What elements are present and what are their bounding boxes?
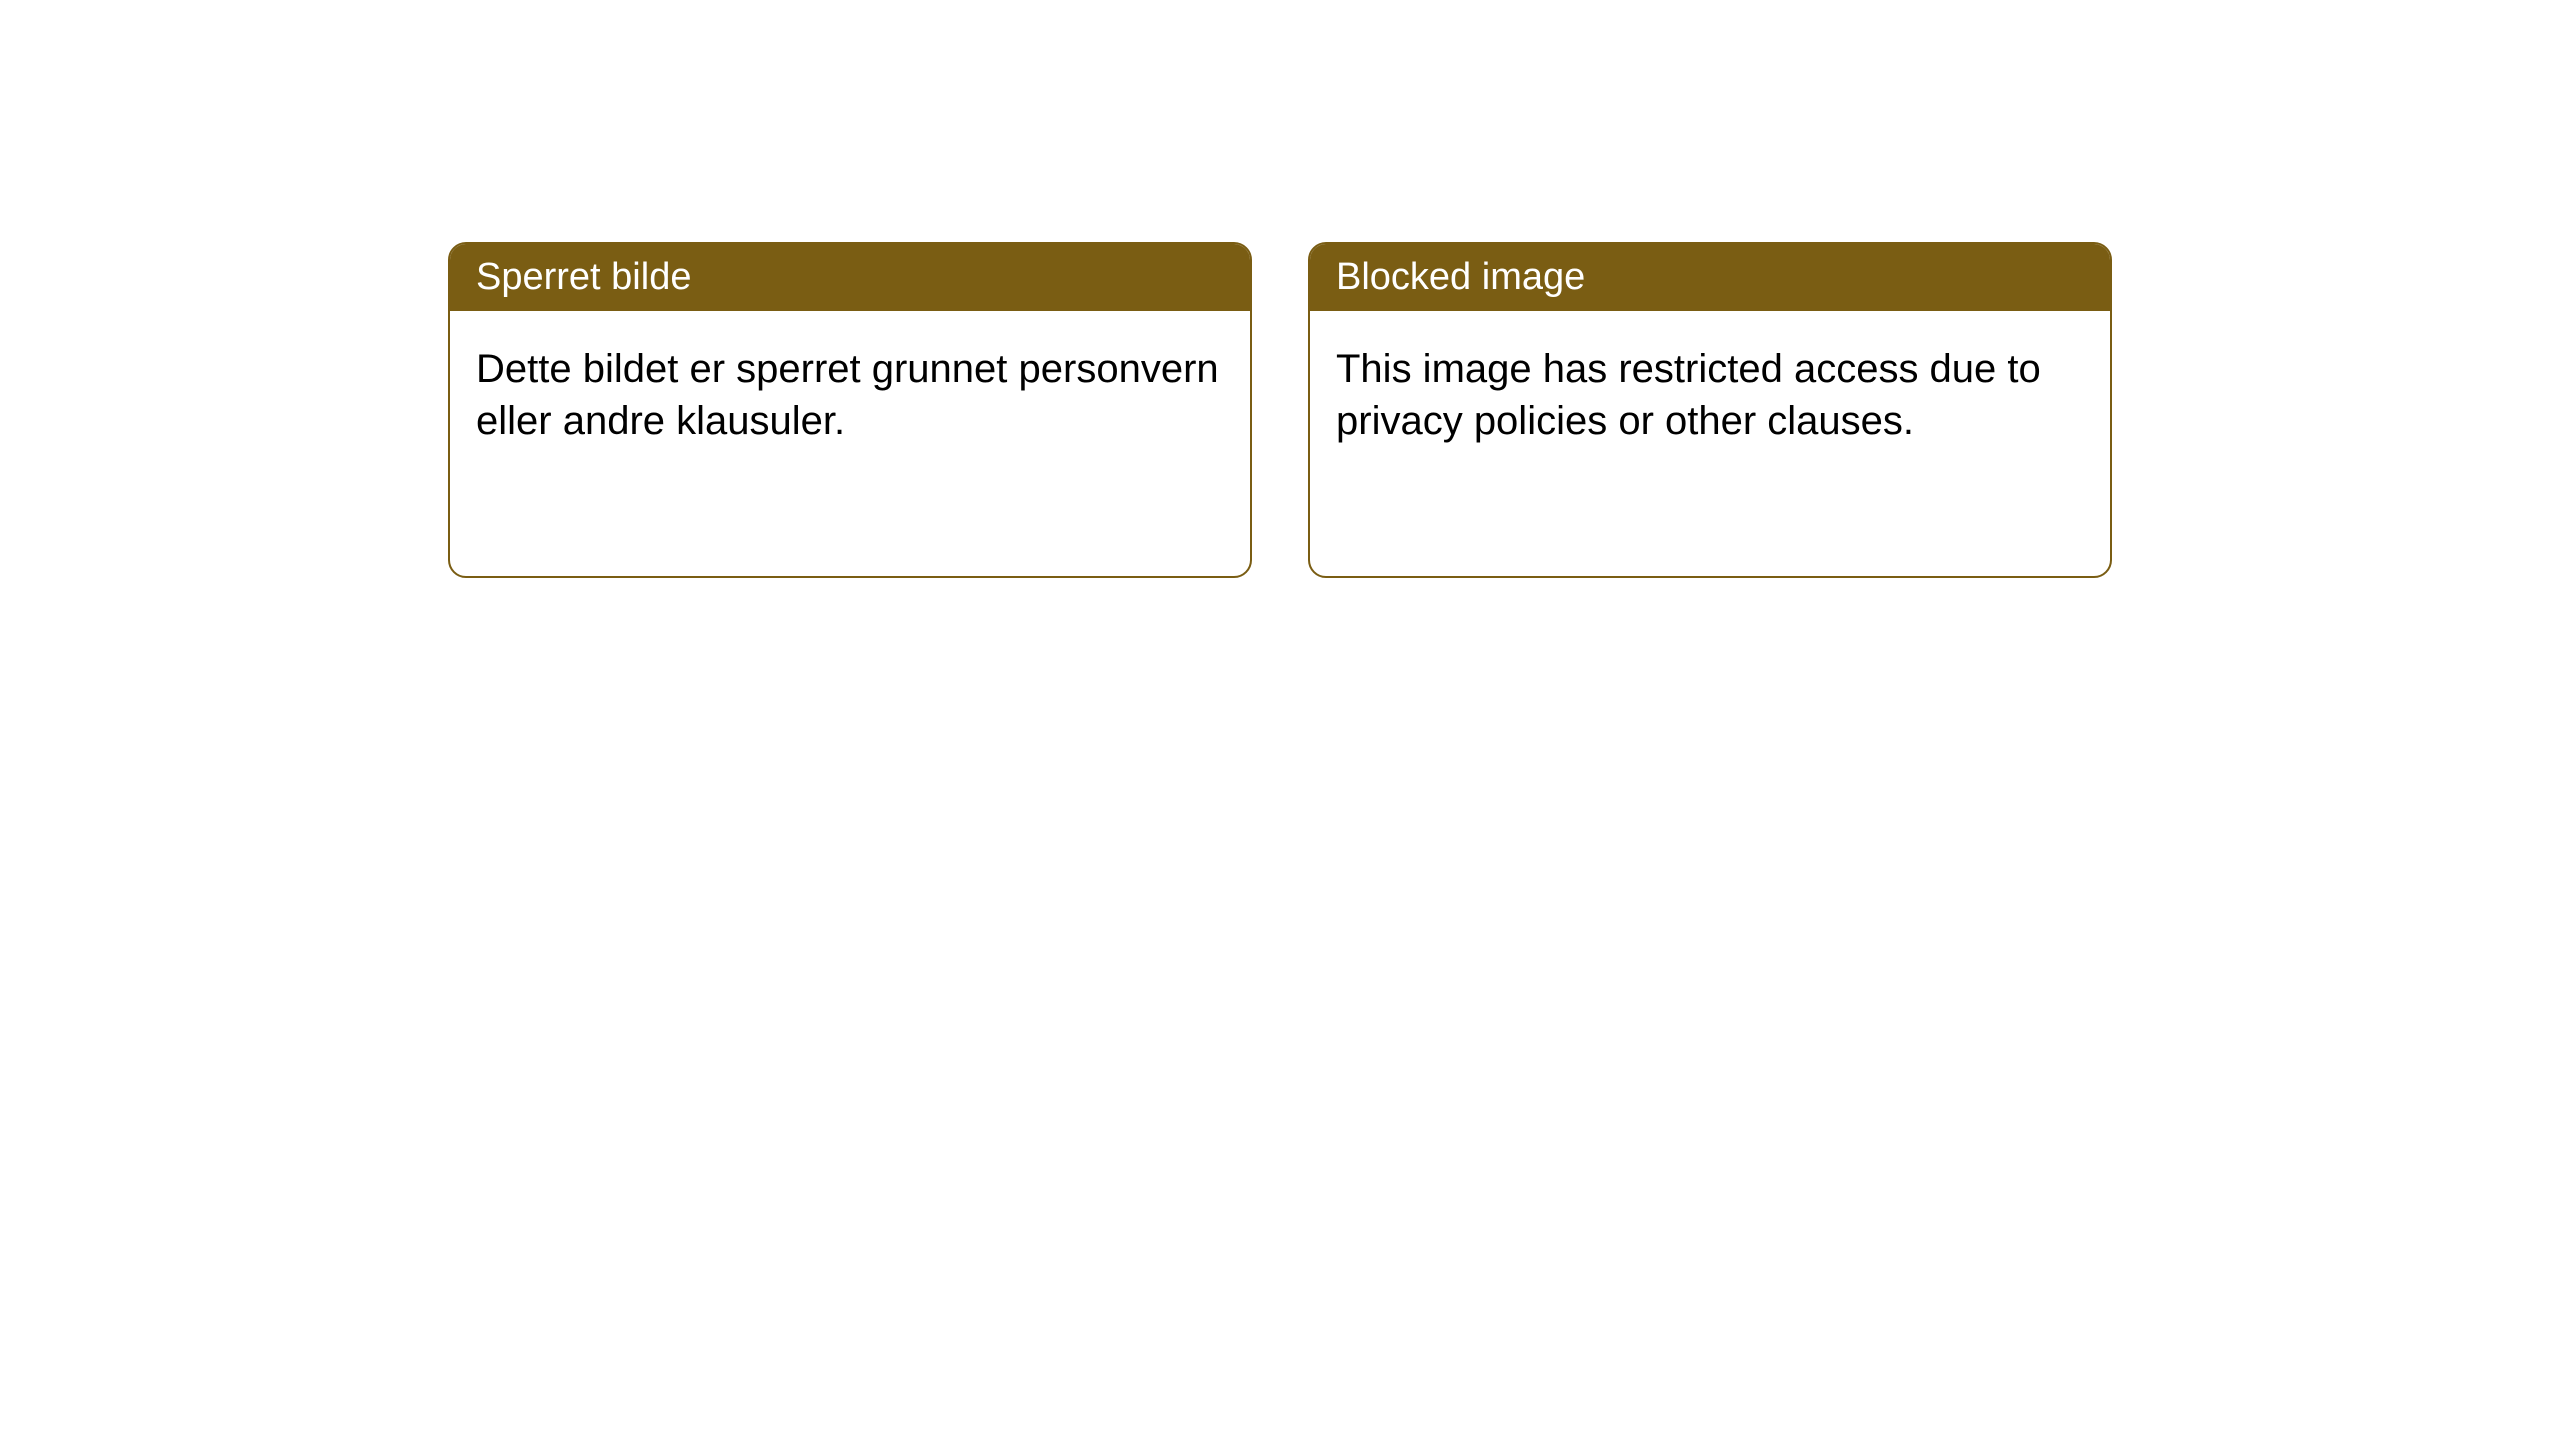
notice-card-english: Blocked image This image has restricted …	[1308, 242, 2112, 578]
notice-header-text: Blocked image	[1336, 256, 1585, 298]
notice-body-text: This image has restricted access due to …	[1336, 347, 2041, 443]
notice-body: Dette bildet er sperret grunnet personve…	[450, 311, 1250, 479]
notice-header: Sperret bilde	[450, 244, 1250, 311]
notice-body: This image has restricted access due to …	[1310, 311, 2110, 479]
notice-card-norwegian: Sperret bilde Dette bildet er sperret gr…	[448, 242, 1252, 578]
notice-body-text: Dette bildet er sperret grunnet personve…	[476, 347, 1219, 443]
notice-header-text: Sperret bilde	[476, 256, 691, 298]
notice-header: Blocked image	[1310, 244, 2110, 311]
notice-container: Sperret bilde Dette bildet er sperret gr…	[448, 242, 2112, 578]
